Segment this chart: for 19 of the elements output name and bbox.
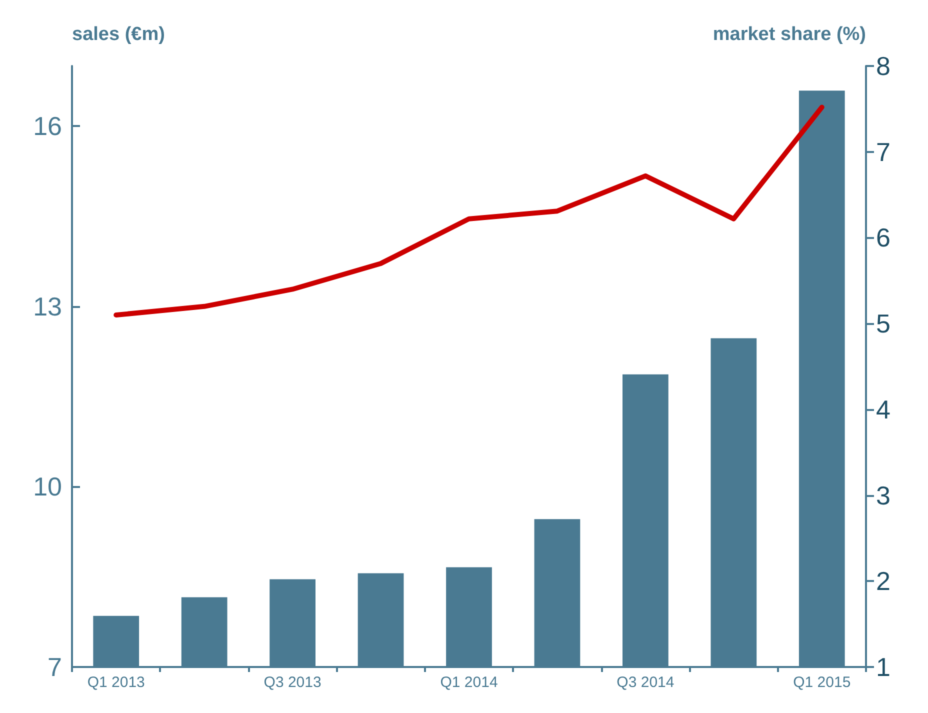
y2-tick-label: 2 [876, 566, 890, 596]
x-tick-label: Q1 2014 [440, 674, 498, 691]
y2-tick-label: 4 [876, 394, 890, 424]
y-tick-label: 16 [33, 111, 62, 142]
y-tick-label: 10 [33, 472, 62, 502]
y2-tick-label: 8 [876, 51, 890, 81]
y-tick-label: 7 [48, 652, 62, 682]
y-tick-label: 13 [33, 291, 62, 322]
y2-tick-label: 1 [876, 652, 890, 682]
y2-tick-label: 7 [876, 136, 890, 167]
x-tick-label: Q3 2013 [264, 674, 322, 691]
y2-tick-label: 5 [876, 308, 890, 339]
x-tick-label: Q3 2014 [616, 674, 674, 691]
x-tick-label: Q1 2015 [793, 674, 851, 691]
y-axis-title: sales (€m) [72, 24, 165, 45]
y2-tick-label: 6 [876, 222, 890, 253]
y2-tick-label: 3 [876, 480, 890, 510]
x-tick-label: Q1 2013 [87, 674, 145, 691]
y2-axis-title: market share (%) [712, 24, 866, 45]
